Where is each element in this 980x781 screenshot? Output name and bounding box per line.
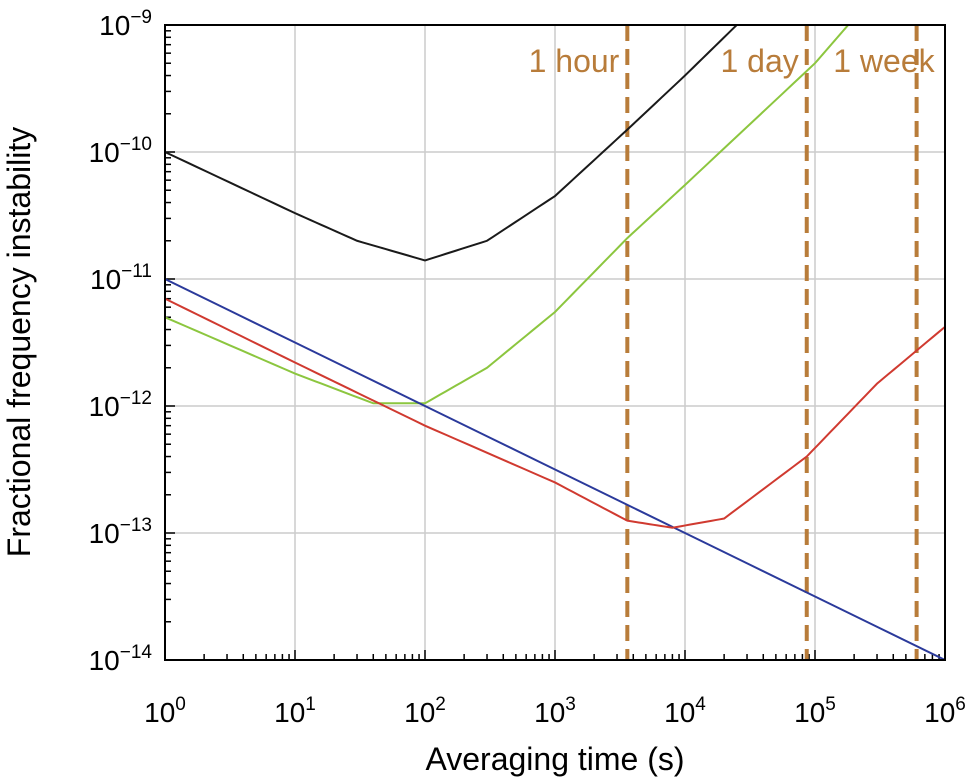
y-tick-label: 10−9: [99, 7, 152, 41]
y-tick-label: 10−11: [90, 261, 152, 295]
x-tick-label: 104: [664, 694, 706, 728]
x-tick-label: 100: [144, 694, 186, 728]
y-tick-label: 10−13: [89, 515, 152, 549]
x-tick-label: 103: [534, 694, 576, 728]
x-tick-labels: 100 101 102 103 104 105 106: [144, 694, 966, 728]
annotation-labels: 1 hour 1 day 1 week: [529, 43, 936, 79]
series-line: [165, 25, 738, 262]
x-tick-label: 101: [274, 694, 316, 728]
x-tick-label: 106: [924, 694, 966, 728]
series-group: [165, 25, 945, 660]
y-axis-label: Fractional frequency instability: [1, 127, 37, 557]
annotation-label: 1 day: [720, 43, 798, 79]
x-tick-label: 105: [794, 694, 836, 728]
series-line: [165, 297, 945, 529]
y-tick-labels: 10−14 10−13 10−12 10−11 10−10 10−9: [89, 7, 153, 676]
series-line: [165, 25, 849, 405]
series-line: [165, 278, 945, 660]
y-tick-label: 10−12: [89, 388, 152, 422]
y-tick-label: 10−10: [89, 134, 152, 168]
annotation-label: 1 hour: [529, 43, 620, 79]
annotation-label: 1 week: [833, 43, 935, 79]
x-tick-label: 102: [404, 694, 446, 728]
plot-frame: [164, 24, 946, 661]
y-tick-label: 10−14: [89, 642, 153, 676]
x-axis-label: Averaging time (s): [425, 741, 684, 777]
